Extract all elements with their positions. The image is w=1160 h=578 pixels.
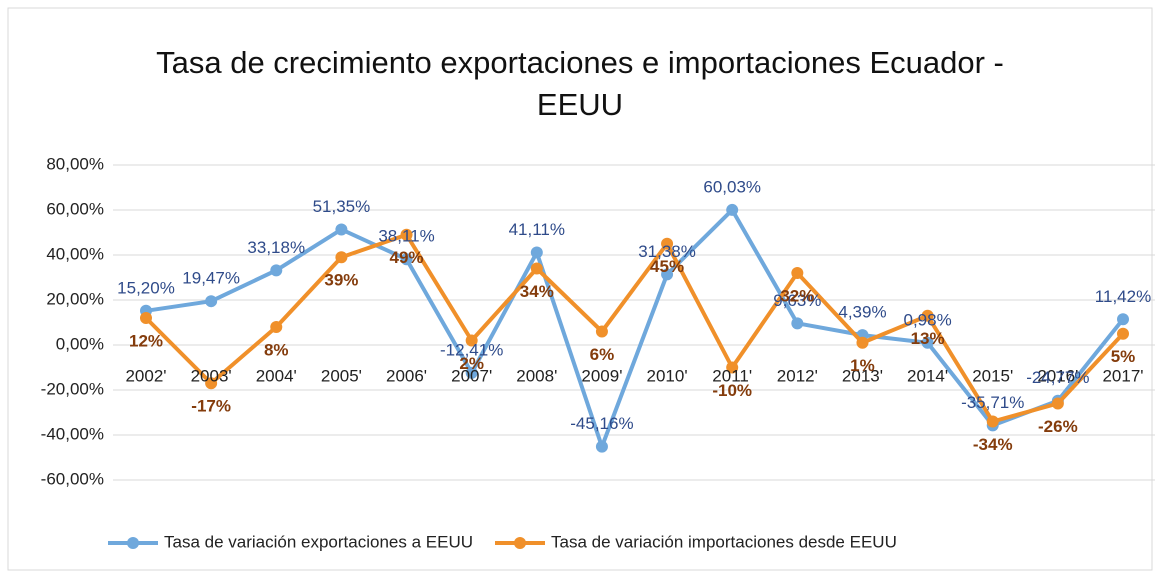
data-point <box>270 264 283 277</box>
x-tick-label: 2009' <box>581 366 622 385</box>
data-label: -24,77% <box>1026 368 1089 387</box>
data-point <box>661 237 674 250</box>
data-label: 39% <box>324 271 358 290</box>
y-tick-label: 80,00% <box>46 154 104 173</box>
data-label: 33,18% <box>247 238 305 257</box>
data-point <box>986 415 999 428</box>
data-point <box>1117 313 1129 326</box>
data-label: -12,41% <box>440 340 503 359</box>
data-point <box>335 251 348 264</box>
chart-title: Tasa de crecimiento exportaciones e impo… <box>156 45 1004 122</box>
data-point <box>726 361 739 374</box>
data-point <box>270 321 283 333</box>
data-label: -45,16% <box>570 414 633 433</box>
data-label: 8% <box>264 340 289 359</box>
x-tick-label: 2016' <box>1037 366 1078 385</box>
y-tick-label: 60,00% <box>46 199 104 218</box>
data-label: 60,03% <box>703 177 761 196</box>
legend-label: Tasa de variación importaciones desde EE… <box>551 532 897 551</box>
series-line <box>144 232 1125 424</box>
data-point <box>661 268 674 281</box>
data-point <box>465 366 478 379</box>
data-label: 34% <box>520 282 554 301</box>
data-label: 2% <box>459 354 484 373</box>
x-tick-label: 2014' <box>907 366 948 385</box>
x-tick-label: 2012' <box>777 366 818 385</box>
data-point <box>465 334 478 347</box>
data-point <box>400 253 413 266</box>
data-point <box>921 336 934 349</box>
data-label: 13% <box>911 329 945 348</box>
x-tick-label: 2002' <box>125 366 166 385</box>
data-label: 19,47% <box>182 269 240 288</box>
data-label: 15,20% <box>117 278 175 297</box>
y-tick-label: -20,00% <box>41 379 104 398</box>
x-tick-label: 2017' <box>1102 366 1143 385</box>
data-label: 45% <box>650 257 684 276</box>
legend-marker <box>514 537 526 549</box>
data-point <box>1117 327 1129 340</box>
y-tick-label: -40,00% <box>41 424 104 443</box>
data-label: -26% <box>1038 417 1078 436</box>
data-label: 4,39% <box>838 303 886 322</box>
data-label: -10% <box>712 381 752 400</box>
x-tick-label: 2003' <box>191 366 232 385</box>
data-label: -34% <box>973 435 1013 454</box>
data-label: 0,98% <box>903 310 951 329</box>
data-point <box>595 440 608 453</box>
data-label: 41,11% <box>509 220 565 239</box>
x-tick-label: 2015' <box>972 366 1013 385</box>
x-tick-label: 2011' <box>712 366 752 385</box>
data-point <box>530 246 543 259</box>
data-point <box>791 267 804 279</box>
data-point <box>791 317 804 330</box>
data-label: -35,71% <box>961 393 1024 412</box>
data-point <box>530 262 543 275</box>
chart-border <box>7 7 1153 571</box>
data-label: 32% <box>780 286 814 305</box>
data-label: 5% <box>1111 347 1136 366</box>
data-label: 6% <box>590 345 615 364</box>
x-tick-label: 2007' <box>451 366 492 385</box>
data-label: -17% <box>191 397 231 416</box>
x-tick-label: 2008' <box>516 366 557 385</box>
series-line <box>145 207 1125 449</box>
data-point <box>205 295 218 308</box>
data-point <box>1051 397 1064 410</box>
x-tick-label: 2013' <box>842 366 883 385</box>
data-point <box>205 377 218 390</box>
data-label: 51,35% <box>313 197 371 216</box>
legend-label: Tasa de variación exportaciones a EEUU <box>164 532 473 551</box>
data-point <box>335 223 348 236</box>
x-tick-label: 2005' <box>321 366 362 385</box>
y-tick-label: 20,00% <box>46 289 104 308</box>
data-label: 12% <box>129 331 163 350</box>
data-label: 31,38% <box>638 242 696 261</box>
data-label: 11,42% <box>1095 287 1151 306</box>
y-tick-label: 0,00% <box>56 334 104 353</box>
x-tick-label: 2006' <box>386 366 427 385</box>
data-point <box>400 228 413 241</box>
data-label: 1% <box>850 356 875 375</box>
data-point <box>140 312 152 324</box>
y-tick-label: 40,00% <box>46 244 104 263</box>
data-point <box>856 336 869 349</box>
x-tick-label: 2004' <box>256 366 297 385</box>
y-tick-label: -60,00% <box>41 469 104 488</box>
data-label: 38,11% <box>378 227 434 246</box>
data-point <box>595 325 608 338</box>
data-label: 9,63% <box>773 291 821 310</box>
data-point <box>726 203 739 216</box>
data-label: 49% <box>390 248 424 267</box>
data-point <box>921 309 934 322</box>
legend-marker <box>127 537 139 549</box>
x-tick-label: 2010' <box>647 366 688 385</box>
